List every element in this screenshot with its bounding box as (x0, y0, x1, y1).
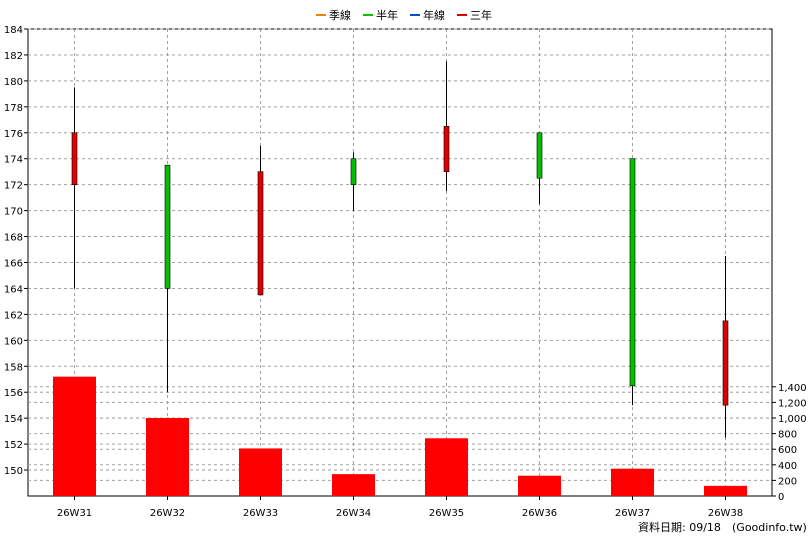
price-tick-label: 152 (4, 440, 23, 451)
price-tick-label: 156 (4, 388, 23, 399)
volume-bar (704, 485, 747, 496)
candle-body (164, 164, 171, 289)
volume-tick-label: 600 (778, 445, 797, 456)
legend-label: 三年 (470, 8, 492, 22)
volume-tick-label: 1,000 (778, 414, 807, 425)
price-tick-label: 176 (4, 129, 23, 140)
price-tick-label: 168 (4, 233, 23, 244)
volume-tick-label: 0 (778, 492, 784, 503)
candle-body (722, 320, 729, 406)
volume-bar (425, 438, 468, 496)
candle-body (629, 158, 636, 387)
volume-bar (239, 448, 282, 496)
category-label: 26W34 (336, 508, 371, 519)
price-tick-label: 162 (4, 310, 23, 321)
volume-tick-label: 400 (778, 461, 797, 472)
candle-body (350, 158, 357, 185)
price-tick-label: 158 (4, 362, 23, 373)
price-tick-label: 166 (4, 259, 23, 270)
volume-bar (518, 475, 561, 496)
price-tick-label: 150 (4, 466, 23, 477)
candle-body (257, 171, 264, 296)
price-tick-label: 170 (4, 207, 23, 218)
volume-bar (53, 376, 96, 496)
price-tick-label: 182 (4, 51, 23, 62)
volume-bar (611, 468, 654, 496)
category-label: 26W31 (57, 508, 92, 519)
volume-bar (332, 474, 375, 496)
price-tick-label: 154 (4, 414, 23, 425)
category-label: 26W37 (615, 508, 650, 519)
legend-label: 年線 (423, 8, 445, 22)
volume-tick-label: 1,200 (778, 398, 807, 409)
category-label: 26W32 (150, 508, 185, 519)
volume-tick-label: 1,400 (778, 383, 807, 394)
volume-tick-label: 200 (778, 476, 797, 487)
price-tick-label: 160 (4, 336, 23, 347)
price-tick-label: 172 (4, 181, 23, 192)
price-tick-label: 178 (4, 103, 23, 114)
candle-body (443, 125, 450, 172)
candle-body (71, 132, 78, 185)
legend-label: 半年 (376, 8, 398, 22)
volume-tick-label: 800 (778, 430, 797, 441)
price-tick-label: 184 (4, 25, 23, 36)
price-tick-label: 174 (4, 155, 23, 166)
legend-label: 季線 (329, 8, 351, 22)
price-tick-label: 164 (4, 284, 23, 295)
category-label: 26W35 (429, 508, 464, 519)
price-tick-label: 180 (4, 77, 23, 88)
category-label: 26W38 (708, 508, 743, 519)
category-label: 26W36 (522, 508, 557, 519)
category-label: 26W33 (243, 508, 278, 519)
volume-bar (146, 418, 189, 496)
candle-body (536, 132, 543, 179)
